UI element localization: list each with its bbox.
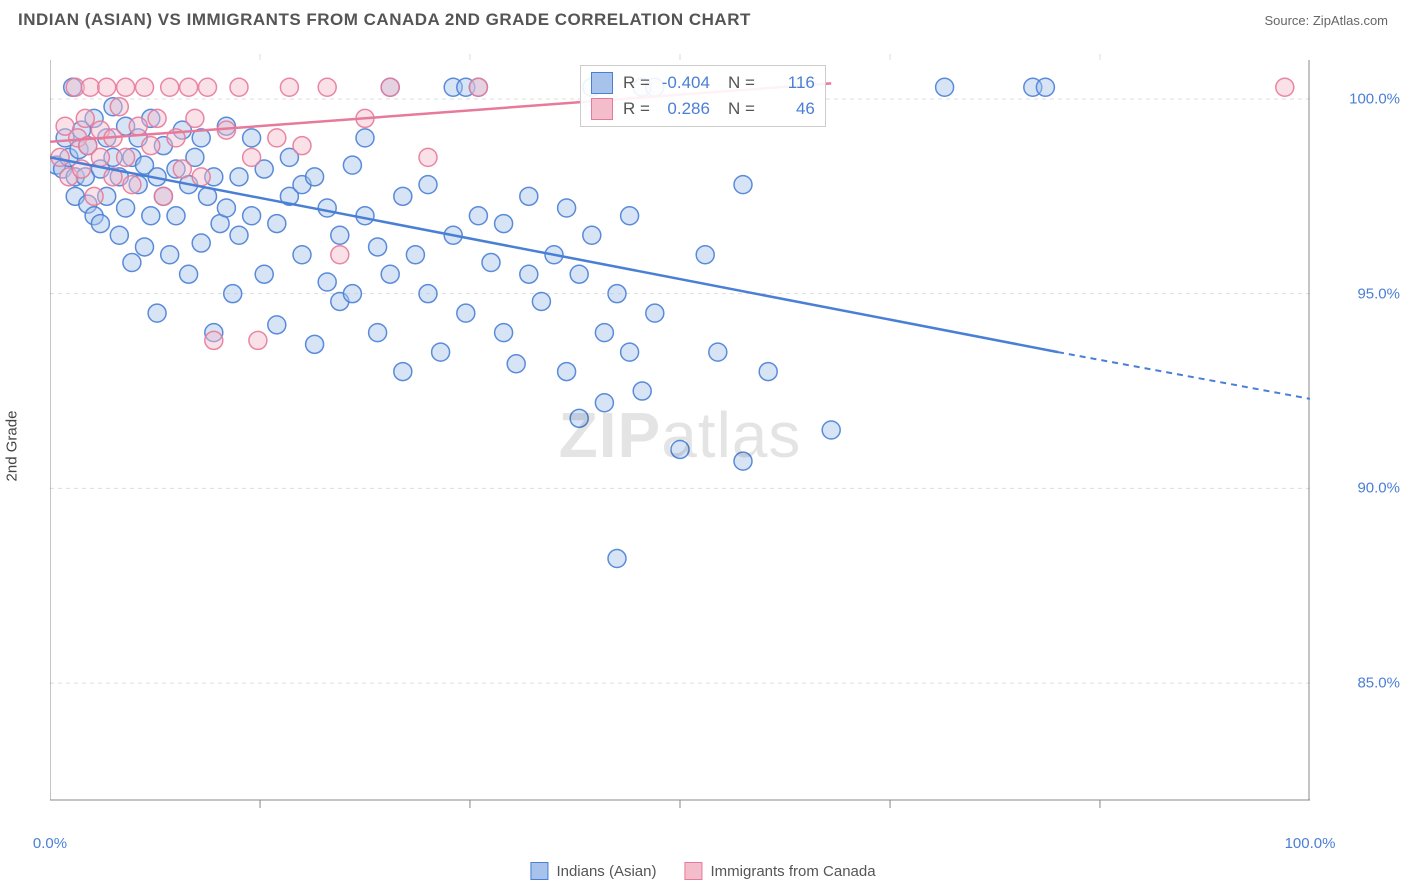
scatter-plot [50, 50, 1310, 820]
y-tick-label: 90.0% [1357, 480, 1400, 497]
y-tick-label: 85.0% [1357, 675, 1400, 692]
chart-legend: Indians (Asian) Immigrants from Canada [530, 862, 875, 880]
legend-item: Indians (Asian) [530, 862, 656, 880]
chart-area: ZIPatlas R =-0.404N =116R =0.286N =46 85… [50, 50, 1310, 820]
stat-row: R =-0.404N =116 [591, 70, 815, 96]
correlation-stats-box: R =-0.404N =116R =0.286N =46 [580, 65, 826, 127]
source-label: Source: ZipAtlas.com [1264, 13, 1388, 28]
legend-item: Immigrants from Canada [685, 862, 876, 880]
x-tick-label: 100.0% [1285, 835, 1336, 852]
chart-title: INDIAN (ASIAN) VS IMMIGRANTS FROM CANADA… [18, 10, 751, 30]
stat-row: R =0.286N =46 [591, 96, 815, 122]
y-axis-label: 2nd Grade [4, 411, 21, 482]
y-tick-label: 95.0% [1357, 285, 1400, 302]
x-tick-label: 0.0% [33, 835, 67, 852]
y-tick-label: 100.0% [1349, 90, 1400, 107]
